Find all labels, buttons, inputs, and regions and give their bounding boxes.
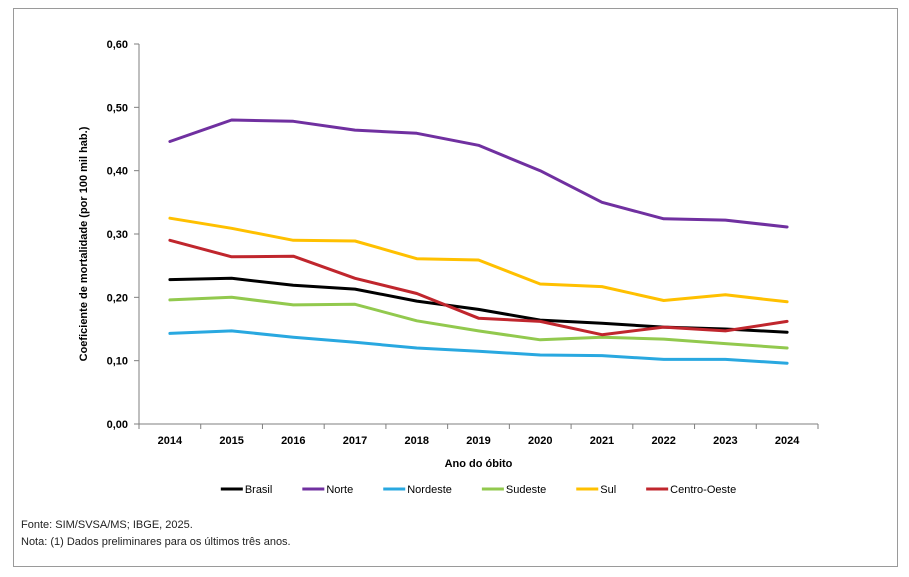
legend-label: Sul: [600, 484, 616, 496]
y-axis-title: Coeficiente de mortalidade (por 100 mil …: [78, 126, 90, 361]
legend-label: Sudeste: [506, 484, 546, 496]
chart-notes: Fonte: SIM/SVSA/MS; IBGE, 2025. Nota: (1…: [21, 517, 291, 551]
source-note: Fonte: SIM/SVSA/MS; IBGE, 2025.: [21, 519, 193, 531]
y-tick-label: 0,50: [107, 102, 128, 114]
y-tick-label: 0,40: [107, 166, 128, 178]
y-tick-label: 0,20: [107, 292, 128, 304]
x-tick-label: 2021: [590, 435, 614, 447]
series-line-sul: [168, 216, 789, 304]
x-tick-label: 2022: [651, 435, 675, 447]
series-line-norte: [168, 118, 789, 229]
x-tick-label: 2023: [713, 435, 737, 447]
legend-label: Norte: [326, 484, 353, 496]
chart-axes: [134, 43, 819, 429]
x-tick-label: 2014: [158, 435, 183, 447]
y-tick-label: 0,60: [107, 39, 128, 51]
series-line-brasil: [168, 276, 789, 334]
x-tick-label: 2016: [281, 435, 305, 447]
series-line-centro-oeste: [168, 238, 789, 337]
legend-label: Centro-Oeste: [670, 484, 736, 496]
series-line-sudeste: [168, 295, 789, 350]
footnote: Nota: (1) Dados preliminares para os últ…: [21, 536, 291, 548]
chart-series-lines: [168, 118, 789, 365]
chart-legend: Brasil Norte Nordeste Sudeste Sul Centro-Oest…: [220, 484, 736, 496]
x-tick-label: 2018: [405, 435, 429, 447]
y-tick-label: 0,00: [107, 419, 128, 431]
x-tick-label: 2017: [343, 435, 367, 447]
series-line-nordeste: [168, 329, 789, 365]
x-tick-label: 2015: [219, 435, 243, 447]
legend-label: Nordeste: [407, 484, 452, 496]
legend-label: Brasil: [245, 484, 273, 496]
x-axis-title: Ano do óbito: [445, 458, 513, 470]
x-tick-label: 2019: [466, 435, 490, 447]
chart-frame: [13, 8, 898, 567]
x-tick-label: 2020: [528, 435, 552, 447]
y-tick-label: 0,10: [107, 356, 128, 368]
y-tick-labels: 0,00 0,10 0,20 0,30 0,40 0,50 0,60: [107, 39, 128, 431]
x-tick-label: 2024: [775, 435, 800, 447]
x-tick-labels: 2014 2015 2016 2017 2018 2019 2020 2021 2022 2023…: [158, 435, 801, 447]
y-tick-label: 0,30: [107, 229, 128, 241]
